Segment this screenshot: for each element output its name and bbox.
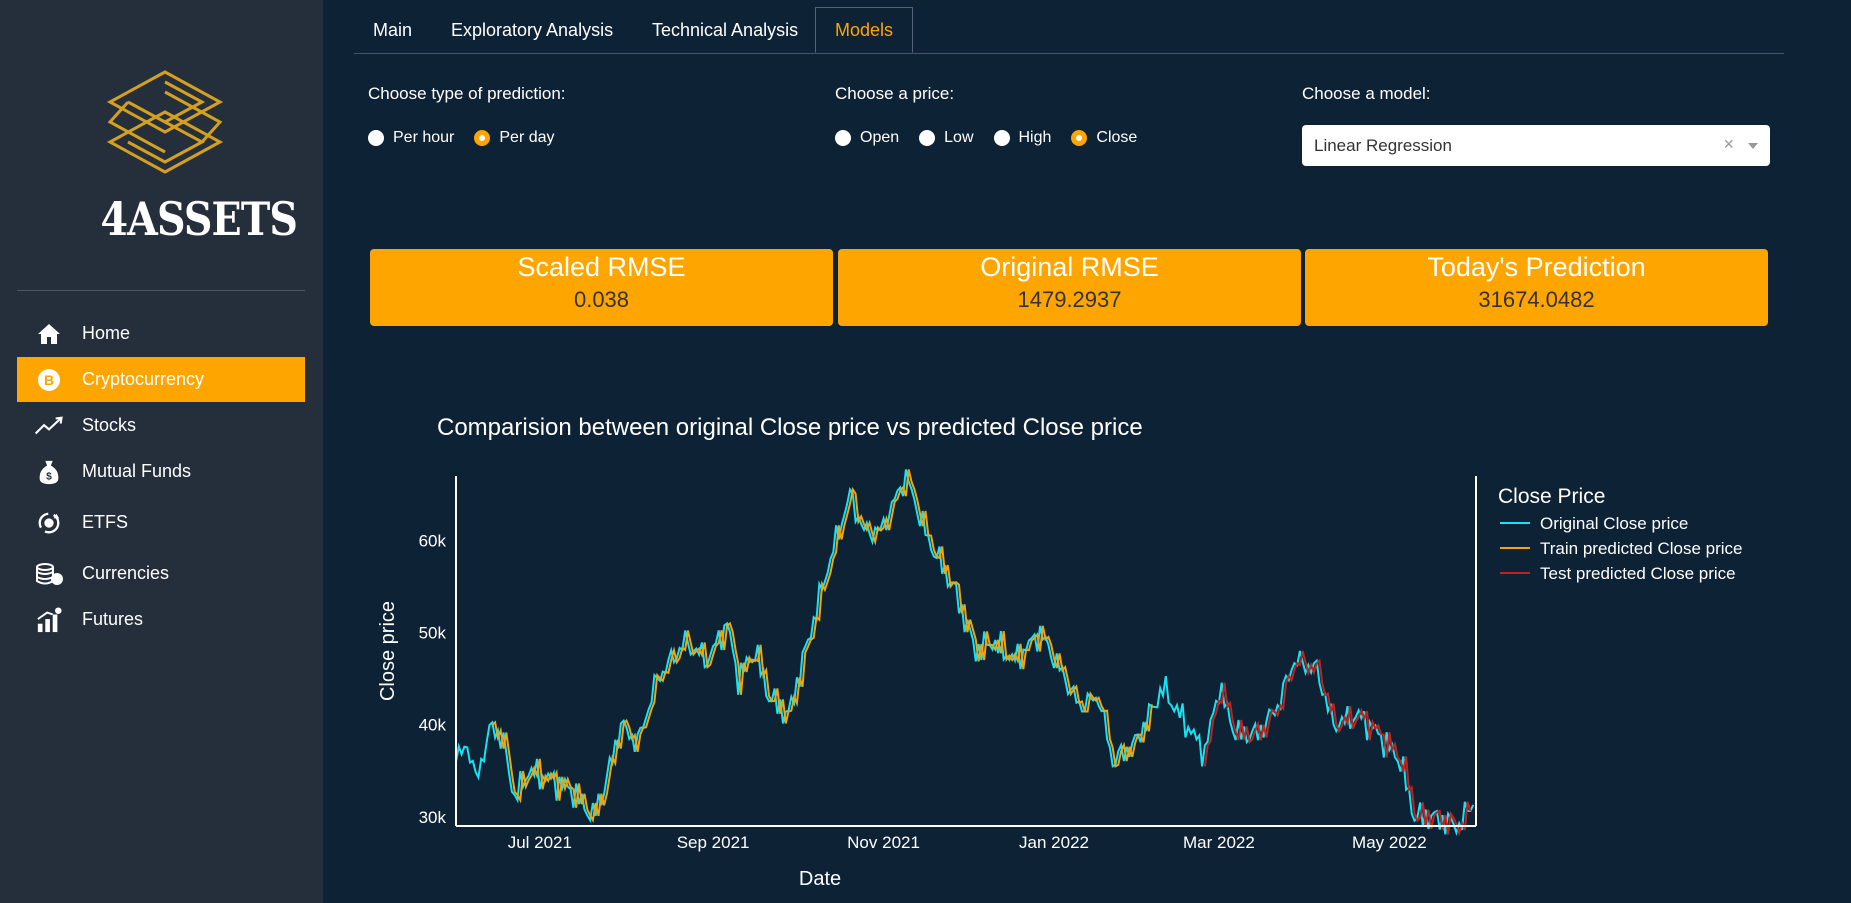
x-tick-label: May 2022 <box>1352 833 1427 852</box>
y-axis-label: Close price <box>377 601 399 701</box>
radio-label: Close <box>1096 129 1138 146</box>
sidebar-item-label: Stocks <box>82 415 137 435</box>
y-axis-ticks: 30k 40k 50k 60k <box>419 531 447 826</box>
sidebar-item-cryptocurrency[interactable]: B Cryptocurrency <box>17 357 305 402</box>
model-select-value: Linear Regression <box>1314 135 1452 155</box>
sidebar-item-label: Currencies <box>82 563 170 583</box>
legend-title: Close Price <box>1498 485 1605 508</box>
clear-icon[interactable]: × <box>1723 134 1734 154</box>
legend[interactable]: Close Price Original Close price Train pr… <box>1498 485 1743 583</box>
x-axis-label: Date <box>799 868 841 890</box>
plot-area[interactable] <box>455 469 1475 837</box>
metric-title: Original RMSE <box>980 252 1159 282</box>
radio-high[interactable]: High <box>993 129 1052 147</box>
svg-text:$: $ <box>46 471 52 482</box>
tab-exploratory-analysis[interactable]: Exploratory Analysis <box>451 19 614 40</box>
sidebar-item-label: Mutual Funds <box>82 461 192 481</box>
chart-title: Comparision between original Close price… <box>437 414 1143 441</box>
x-tick-label: Nov 2021 <box>847 833 920 852</box>
tab-bar: Main Exploratory Analysis Technical Anal… <box>354 0 1784 54</box>
x-tick-label: Sep 2021 <box>677 833 750 852</box>
y-tick-label: 30k <box>419 808 447 827</box>
x-tick-label: Jul 2021 <box>508 833 572 852</box>
model-select[interactable]: Linear Regression × <box>1302 125 1770 166</box>
radio-per-day[interactable]: Per day <box>474 129 555 147</box>
metric-title: Scaled RMSE <box>517 252 686 282</box>
radio-per-hour[interactable]: Per hour <box>368 129 454 147</box>
y-tick-label: 50k <box>419 624 447 643</box>
logo-text: 4ASSETS <box>100 192 298 246</box>
tab-main[interactable]: Main <box>373 19 413 40</box>
sidebar-item-mutual-funds[interactable]: $ Mutual Funds <box>17 449 305 494</box>
price-label: Choose a price: <box>835 84 955 103</box>
metric-card-original-rmse: Original RMSE 1479.2937 <box>838 249 1301 326</box>
bitcoin-icon: B <box>34 366 64 394</box>
radio-button[interactable] <box>919 130 936 146</box>
logo: 4ASSETS <box>90 66 298 246</box>
x-axis-ticks: Jul 2021 Sep 2021 Nov 2021 Jan 2022 Mar 2022… <box>508 833 1427 852</box>
radio-button[interactable] <box>835 130 851 146</box>
radio-button-checked[interactable] <box>474 130 491 146</box>
svg-text:B: B <box>44 372 54 388</box>
sidebar-item-currencies[interactable]: Currencies <box>17 551 305 596</box>
radio-button[interactable] <box>368 130 384 146</box>
sidebar: 4ASSETS Home B Cryptocurrency Stocks $ M… <box>0 0 323 903</box>
radio-label: Open <box>860 129 900 146</box>
radio-label: Per day <box>499 129 555 146</box>
price-comparison-chart[interactable]: Comparision between original Close price… <box>354 405 1794 903</box>
prediction-type-radio-group: Per hour Per day <box>368 129 575 147</box>
radio-button-checked[interactable] <box>1071 130 1088 146</box>
radio-low[interactable]: Low <box>919 129 974 147</box>
radio-label: High <box>1018 129 1052 146</box>
legend-item[interactable]: Original Close price <box>1500 514 1688 533</box>
coins-icon <box>34 560 64 588</box>
sidebar-item-home[interactable]: Home <box>17 311 305 356</box>
legend-item[interactable]: Test predicted Close price <box>1500 564 1736 583</box>
money-bag-icon: $ <box>34 458 64 486</box>
radio-label: Low <box>944 129 974 146</box>
legend-item[interactable]: Train predicted Close price <box>1500 539 1743 558</box>
series-line[interactable] <box>455 469 1475 837</box>
x-tick-label: Jan 2022 <box>1019 833 1089 852</box>
bar-growth-icon <box>34 606 64 634</box>
radio-close[interactable]: Close <box>1071 129 1137 147</box>
trend-up-icon <box>34 412 64 440</box>
y-tick-label: 60k <box>419 531 447 550</box>
sidebar-item-label: ETFS <box>82 512 129 532</box>
legend-label: Test predicted Close price <box>1540 564 1736 583</box>
metric-card-scaled-rmse: Scaled RMSE 0.038 <box>370 249 833 326</box>
sidebar-item-futures[interactable]: Futures <box>17 597 305 642</box>
sidebar-item-label: Futures <box>82 609 144 629</box>
metric-value: 1479.2937 <box>1017 287 1122 312</box>
y-tick-label: 40k <box>419 716 447 735</box>
x-tick-label: Mar 2022 <box>1183 833 1255 852</box>
metric-card-todays-prediction: Today's Prediction 31674.0482 <box>1305 249 1768 326</box>
series-line[interactable] <box>1203 650 1472 837</box>
metric-value: 0.038 <box>573 287 630 312</box>
home-icon <box>34 320 64 348</box>
sidebar-divider <box>17 290 305 291</box>
legend-label: Original Close price <box>1540 514 1688 533</box>
radio-button[interactable] <box>993 130 1010 146</box>
sidebar-item-label: Cryptocurrency <box>82 369 205 389</box>
chevron-down-icon[interactable] <box>1748 143 1758 149</box>
metric-value: 31674.0482 <box>1478 287 1595 312</box>
exchange-icon <box>34 509 64 537</box>
legend-label: Train predicted Close price <box>1540 539 1743 558</box>
sidebar-item-label: Home <box>82 323 131 343</box>
sidebar-item-stocks[interactable]: Stocks <box>17 403 305 448</box>
logo-mark-icon <box>106 70 224 174</box>
sidebar-item-etfs[interactable]: ETFS <box>17 500 305 545</box>
radio-label: Per hour <box>393 129 455 146</box>
radio-open[interactable]: Open <box>835 129 899 147</box>
price-radio-group: Open Low High Close <box>835 129 1157 147</box>
prediction-type-label: Choose type of prediction: <box>368 84 566 103</box>
model-label: Choose a model: <box>1302 84 1431 103</box>
tab-technical-analysis[interactable]: Technical Analysis <box>652 19 799 40</box>
metric-title: Today's Prediction <box>1427 252 1646 282</box>
series-line[interactable] <box>491 469 1153 824</box>
tab-models[interactable]: Models <box>815 7 914 53</box>
